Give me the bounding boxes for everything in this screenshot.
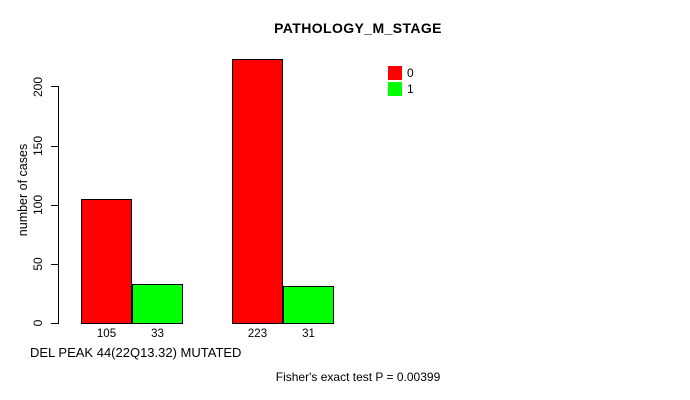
bar-series-1-group-1 — [132, 284, 183, 324]
legend-entry: 0 — [388, 66, 414, 80]
fisher-test-annotation: Fisher's exact test P = 0.00399 — [275, 370, 441, 384]
chart-title: PATHOLOGY_M_STAGE — [274, 20, 442, 36]
bar-series-1-group-2 — [283, 286, 334, 324]
bar-value-label: 33 — [151, 328, 164, 340]
y-tick-label: 200 — [31, 76, 45, 97]
y-tick-mark — [51, 264, 58, 265]
x-axis-label: DEL PEAK 44(22Q13.32) MUTATED — [30, 345, 242, 360]
y-tick-label: 100 — [31, 194, 45, 215]
legend-entry: 1 — [388, 82, 414, 96]
y-tick-label: 0 — [31, 319, 45, 327]
y-tick-mark — [51, 146, 58, 147]
y-axis-line — [58, 86, 59, 324]
bar-value-label: 31 — [302, 328, 315, 340]
y-tick-label: 50 — [31, 257, 45, 271]
legend-label: 0 — [407, 66, 414, 80]
legend-swatch-icon — [388, 66, 402, 80]
y-tick-mark — [51, 205, 58, 206]
bar-value-label: 105 — [96, 328, 117, 340]
y-tick-label: 150 — [31, 135, 45, 156]
legend-swatch-icon — [388, 82, 402, 96]
bar-series-0-group-1 — [81, 199, 132, 324]
y-axis-label: number of cases — [16, 143, 30, 237]
bar-value-label: 223 — [247, 328, 268, 340]
legend-label: 1 — [407, 82, 414, 96]
y-tick-mark — [51, 323, 58, 324]
y-tick-mark — [51, 86, 58, 87]
bar-series-0-group-2 — [232, 59, 283, 324]
